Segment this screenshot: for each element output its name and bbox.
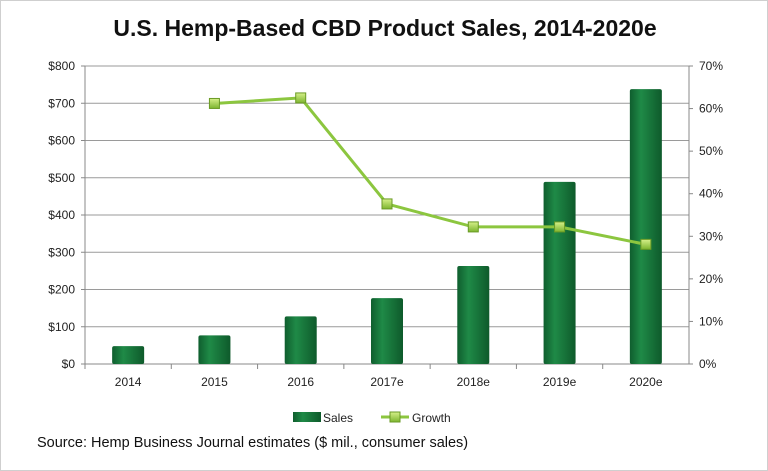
sales-bar	[112, 346, 145, 364]
left-axis-label: $0	[62, 357, 76, 371]
left-axis-label: $700	[48, 96, 75, 110]
right-axis-label: 30%	[699, 229, 723, 243]
right-axis-label: 20%	[699, 272, 723, 286]
sales-bar	[371, 298, 403, 364]
left-axis-label: $300	[48, 245, 75, 259]
growth-marker	[554, 221, 566, 233]
x-axis-label: 2018e	[457, 375, 491, 389]
x-axis-label: 2015	[201, 375, 228, 389]
growth-marker	[295, 92, 307, 104]
legend-sales-label: Sales	[323, 411, 353, 425]
right-axis-label: 50%	[699, 144, 723, 158]
growth-marker	[208, 97, 220, 109]
right-axis-label: 70%	[699, 59, 723, 73]
x-axis-label: 2014	[115, 375, 142, 389]
left-axis-label: $600	[48, 134, 75, 148]
legend-growth-label: Growth	[412, 411, 451, 425]
x-axis-label: 2017e	[370, 375, 404, 389]
growth-line	[214, 96, 647, 246]
left-axis-label: $400	[48, 208, 75, 222]
left-axis-label: $100	[48, 320, 75, 334]
x-axis-label: 2016	[287, 375, 314, 389]
sales-bar	[629, 89, 662, 364]
source-note: Source: Hemp Business Journal estimates …	[37, 435, 469, 451]
left-axis-label: $200	[48, 283, 75, 297]
growth-marker	[381, 198, 393, 210]
right-axis-label: 60%	[699, 102, 723, 116]
left-axis-label: $800	[48, 59, 75, 73]
sales-bar	[198, 335, 231, 364]
right-axis-label: 40%	[699, 187, 723, 201]
chart-title: U.S. Hemp-Based CBD Product Sales, 2014-…	[113, 15, 657, 41]
right-axis-label: 10%	[699, 314, 723, 328]
sales-bar	[284, 316, 317, 364]
combo-chart: $0 $100 $200 $300 $400 $500 $600 $700 $800 0% 10% 2…	[48, 59, 723, 425]
growth-marker	[467, 221, 479, 233]
right-axis-label: 0%	[699, 357, 717, 371]
legend-growth-marker	[389, 411, 401, 423]
sales-bar	[543, 181, 576, 364]
sales-bar	[457, 266, 490, 364]
growth-marker	[640, 238, 652, 250]
left-axis-label: $500	[48, 171, 75, 185]
x-axis-label: 2019e	[543, 375, 577, 389]
legend-sales-swatch	[293, 412, 321, 422]
x-axis-label: 2020e	[629, 375, 663, 389]
